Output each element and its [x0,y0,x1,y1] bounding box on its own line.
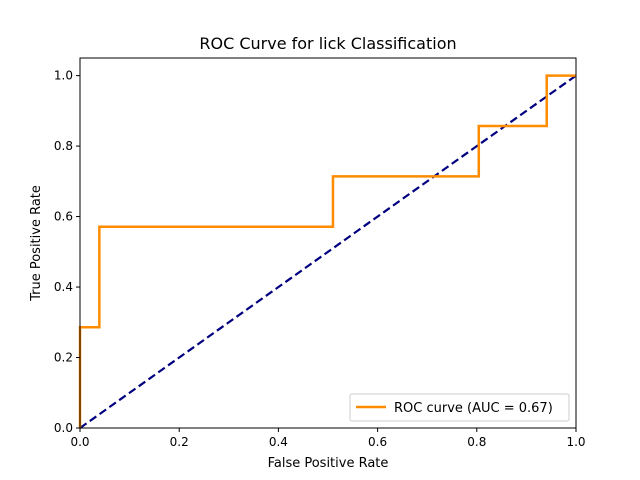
y-tick-label: 0.0 [54,421,73,435]
x-tick-label: 0.6 [368,435,387,449]
x-axis-ticks: 0.0 0.2 0.4 0.6 0.8 1.0 [70,428,586,449]
y-tick-label: 1.0 [54,69,73,83]
y-tick-label: 0.2 [54,351,73,365]
plot-area [78,57,577,429]
y-tick-label: 0.4 [54,280,73,294]
series-layer [78,74,577,429]
axes-frame [79,57,577,429]
roc-curve-line [78,74,576,428]
x-tick-label: 0.0 [70,435,89,449]
y-axis-ticks: 0.0 0.2 0.4 0.6 0.8 1.0 [54,69,80,435]
y-tick-label: 0.6 [54,210,73,224]
x-tick-label: 0.2 [170,435,189,449]
legend-label-roc: ROC curve (AUC = 0.67) [394,401,553,416]
x-tick-label: 0.4 [269,435,288,449]
chart-title: ROC Curve for lick Classification [199,34,456,53]
legend-box [349,393,570,422]
x-axis-label: False Positive Rate [268,456,389,471]
y-axis-label: True Positive Rate [29,185,44,302]
chance-diagonal-line [79,74,577,429]
x-tick-label: 0.8 [467,435,486,449]
x-tick-label: 1.0 [566,435,585,449]
legend: ROC curve (AUC = 0.67) [349,393,570,422]
y-tick-label: 0.8 [54,139,73,153]
